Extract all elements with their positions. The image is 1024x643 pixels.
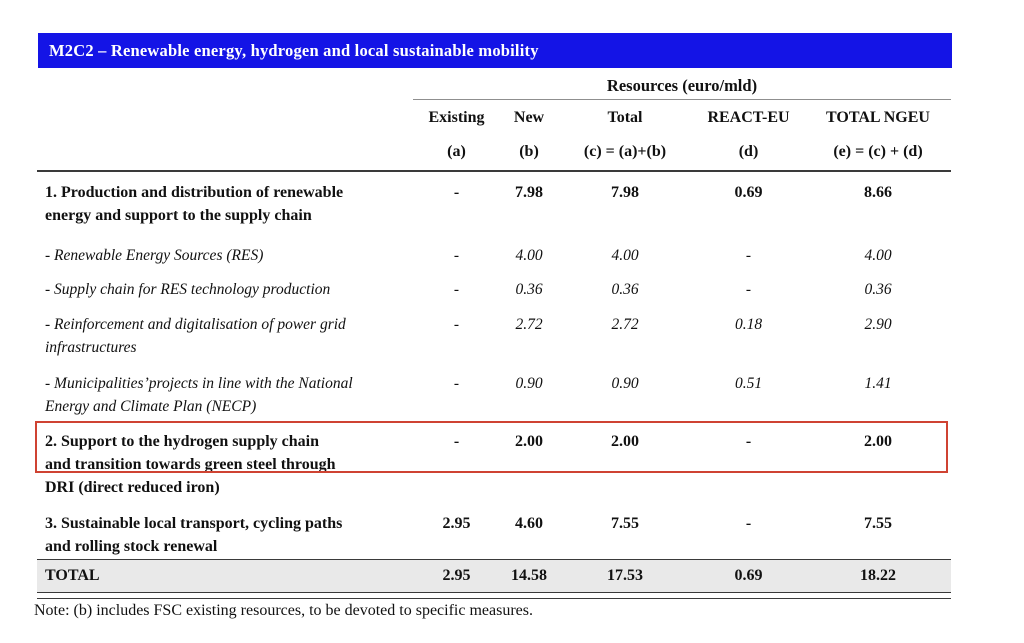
cell-existing: - [453,375,460,392]
rule-under-group-header [413,99,951,100]
row-label: - Municipalities’projects in line with t… [45,375,353,415]
cell-new: 0.36 [515,281,543,298]
column-header-spacer [37,109,413,127]
row-label: 3. Sustainable local transport, cycling … [45,515,343,555]
row-label: 2. Support to the hydrogen supply chain … [45,433,336,496]
cell-total-ngeu: 4.00 [864,247,892,264]
cell-total: 7.55 [611,515,639,532]
column-formulas-row: (a) (b) (c) = (a)+(b) (d) (e) = (c) + (d… [37,143,951,161]
column-group-header: Resources (euro/mld) [606,76,758,95]
cell-new: 2.00 [515,433,543,450]
formula-e: (e) = (c) + (d) [833,143,923,160]
table-row-measure-3-transport: 3. Sustainable local transport, cycling … [37,512,951,558]
cell-new: 2.72 [515,316,543,333]
rule-double-bottom [37,598,951,599]
cell-total-ngeu: 1.41 [864,375,892,392]
cell-react-eu: - [745,247,752,264]
row-label: 1. Production and distribution of renewa… [45,184,344,224]
table-row-power-grid: - Reinforcement and digitalisation of po… [37,313,951,359]
row-label: - Reinforcement and digitalisation of po… [45,316,346,356]
column-header-total: Total [607,109,643,126]
footnote: Note: (b) includes FSC existing resource… [34,602,533,619]
cell-total-ngeu: 0.36 [864,281,892,298]
total-cell-existing: 2.95 [442,567,471,584]
cell-react-eu: - [745,281,752,298]
table-row-supply-chain: - Supply chain for RES technology produc… [37,278,951,301]
cell-react-eu: - [745,515,752,532]
total-row: TOTAL 2.95 14.58 17.53 0.69 18.22 [37,559,951,593]
formula-a: (a) [447,143,466,160]
cell-react-eu: - [745,433,752,450]
cell-existing: - [453,433,460,450]
table-row-municipalities: - Municipalities’projects in line with t… [37,372,951,418]
formula-c: (c) = (a)+(b) [583,143,667,160]
total-cell-total-ngeu: 18.22 [860,567,896,584]
cell-total: 2.72 [611,316,639,333]
formula-d: (d) [738,143,759,160]
cell-total: 2.00 [611,433,639,450]
cell-new: 4.00 [515,247,543,264]
cell-new: 7.98 [515,184,543,201]
total-cell-react-eu: 0.69 [734,567,763,584]
cell-existing: - [453,247,460,264]
column-header-react-eu: REACT-EU [707,109,790,126]
table-row-measure-1: 1. Production and distribution of renewa… [37,181,951,227]
row-label: - Supply chain for RES technology produc… [45,281,331,298]
cell-react-eu: 0.69 [734,184,763,201]
cell-total: 0.90 [611,375,639,392]
cell-total-ngeu: 2.00 [864,433,892,450]
formula-spacer [37,143,413,161]
cell-react-eu: 0.51 [734,375,763,392]
column-headers-row: Existing New Total REACT-EU TOTAL NGEU [37,109,951,127]
total-cell-new: 14.58 [511,567,547,584]
total-cell-total: 17.53 [607,567,643,584]
cell-total-ngeu: 8.66 [864,184,892,201]
cell-total: 7.98 [611,184,639,201]
cell-total-ngeu: 2.90 [864,316,892,333]
formula-b: (b) [519,143,539,160]
table-body: 1. Production and distribution of renewa… [37,181,951,558]
cell-existing: - [453,316,460,333]
component-title-bar: M2C2 – Renewable energy, hydrogen and lo… [38,33,952,68]
cell-existing: - [453,184,460,201]
column-header-existing: Existing [428,109,485,126]
cell-total-ngeu: 7.55 [864,515,892,532]
cell-new: 4.60 [515,515,543,532]
column-header-new: New [513,109,545,126]
cell-react-eu: 0.18 [734,316,763,333]
total-label: TOTAL [45,567,100,584]
cell-new: 0.90 [515,375,543,392]
rule-under-headers [37,170,951,172]
cell-total: 0.36 [611,281,639,298]
column-header-total-ngeu: TOTAL NGEU [826,109,930,126]
row-label: - Renewable Energy Sources (RES) [45,247,264,264]
cell-existing: 2.95 [442,515,471,532]
cell-total: 4.00 [611,247,639,264]
table-row-res: - Renewable Energy Sources (RES) - 4.00 … [37,244,951,267]
table-row-measure-2-hydrogen: 2. Support to the hydrogen supply chain … [37,430,951,499]
cell-existing: - [453,281,460,298]
